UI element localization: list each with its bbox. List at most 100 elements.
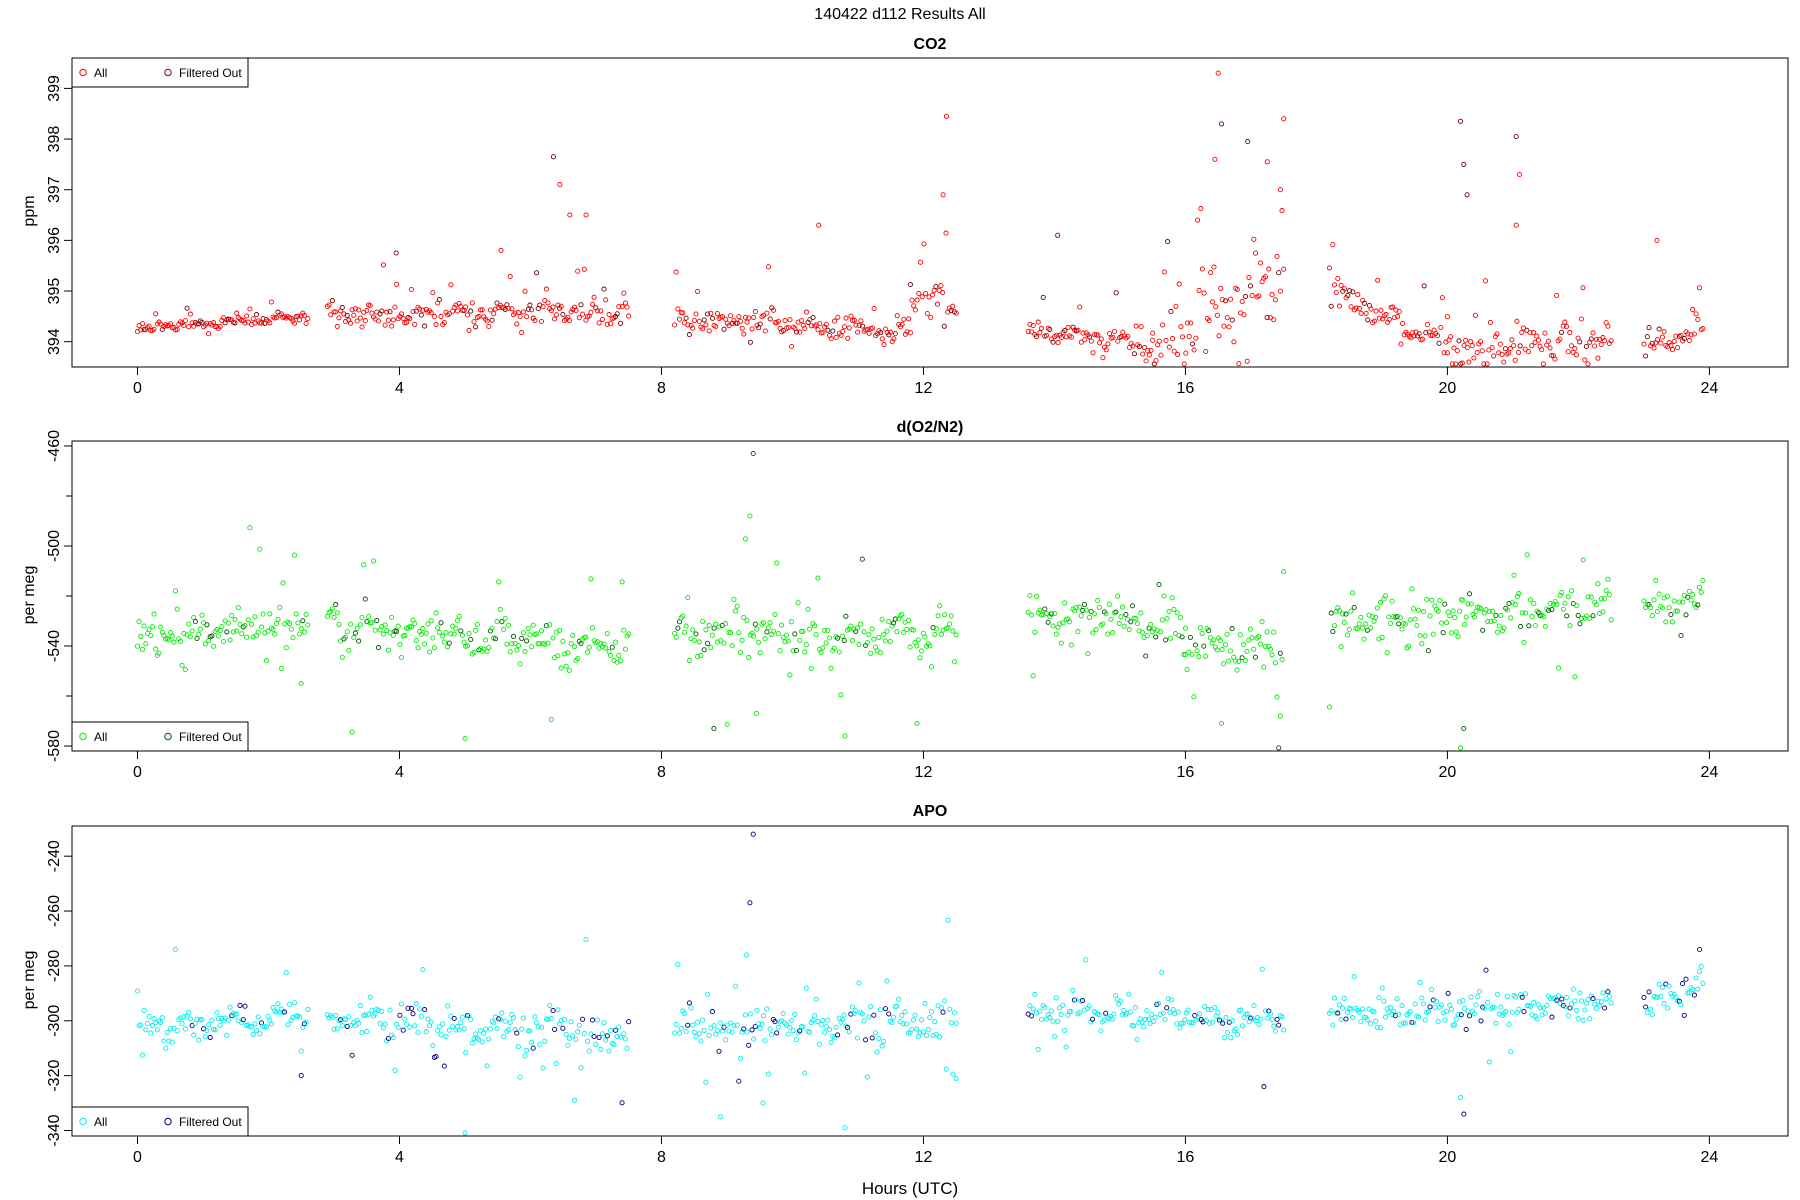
data-point [825,327,831,333]
data-point [471,319,477,325]
data-point [1032,629,1038,635]
data-point [1519,610,1525,616]
data-point [1071,997,1077,1003]
data-point [844,1024,851,1030]
data-point [1513,602,1519,608]
data-point [866,632,872,638]
data-point [950,628,956,634]
data-point [402,633,408,639]
data-point [250,634,256,640]
data-point [1471,355,1477,361]
legend-label-filtered: Filtered Out [179,66,242,80]
data-point [1231,339,1237,345]
data-point [823,321,829,327]
data-point [899,1012,905,1018]
data-point [609,644,615,650]
data-point [1138,324,1144,330]
data-point [1516,171,1523,178]
data-point [277,604,283,610]
data-point [1583,343,1589,350]
data-point [690,627,696,633]
data-point [517,313,523,320]
data-point [1055,1018,1061,1024]
data-point [742,314,749,320]
data-point [1417,632,1423,639]
data-point [575,656,581,662]
data-point [382,622,388,628]
data-point [905,617,911,623]
data-point [813,322,819,328]
data-point [910,627,916,633]
data-point [764,1006,770,1012]
data-point [1585,361,1591,367]
data-point [841,324,847,330]
data-point [1453,1016,1459,1022]
data-point [1178,324,1184,330]
data-point [509,306,515,312]
data-point [502,615,508,621]
data-point [863,1037,869,1043]
data-point [1202,653,1208,659]
data-point [573,1036,579,1042]
data-point [1048,611,1054,617]
data-point [545,1016,551,1023]
data-point [1095,332,1101,338]
data-point [690,1022,696,1028]
data-point [1577,621,1583,627]
data-point [232,617,238,623]
data-point [919,1017,925,1023]
data-point [793,1037,799,1043]
data-point [1466,1013,1473,1019]
data-point [1494,331,1500,337]
data-point [166,637,172,643]
data-point [586,644,592,650]
data-point [749,1027,755,1033]
data-point [1025,328,1031,334]
data-point [538,318,545,325]
data-point [616,1024,622,1030]
data-point [1171,348,1177,354]
data-point [785,638,791,644]
data-point [458,628,464,634]
data-point [1374,605,1380,611]
data-point [841,1012,847,1018]
x-tick-label: 0 [133,1149,142,1166]
data-point [1050,623,1056,629]
data-point [301,629,308,635]
data-point [1134,1036,1140,1042]
data-point [1089,1016,1096,1022]
data-point [1050,339,1056,345]
data-point [1565,1013,1571,1019]
data-point [1425,648,1431,654]
data-point [700,1017,706,1023]
data-point [1641,341,1647,347]
data-point [1549,606,1555,613]
data-point [830,328,836,334]
data-point [1563,323,1570,330]
data-point [501,1034,507,1040]
data-point [1182,625,1188,631]
data-point [486,644,492,650]
data-point [1565,594,1571,600]
data-point [1350,590,1356,596]
data-point [146,627,152,633]
legend: All Filtered Out [71,721,249,752]
x-tick-label: 12 [915,764,933,781]
data-point [750,450,756,457]
data-point [1356,621,1362,627]
data-point [1326,704,1333,710]
panel-title: CO2 [914,36,947,53]
data-point [428,1019,434,1025]
data-point [1547,345,1553,351]
data-point [1549,353,1555,359]
legend-marker-all [79,732,87,741]
data-point [1438,620,1445,626]
data-point [1471,614,1478,620]
data-point [214,627,220,633]
data-point [397,1012,403,1018]
data-point [617,320,624,326]
data-point [1489,345,1495,351]
data-point [828,665,834,671]
data-point [499,1010,505,1016]
data-point [1391,315,1397,321]
